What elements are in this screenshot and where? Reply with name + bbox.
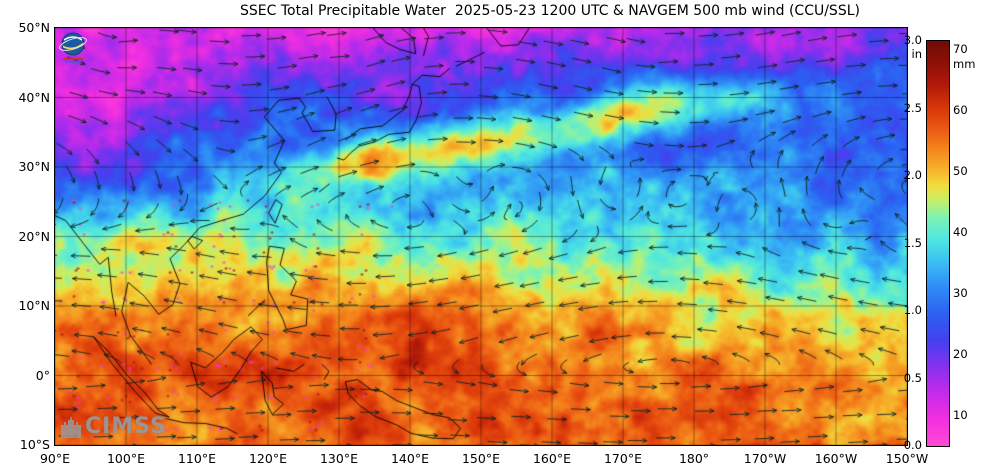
cimss-watermark-text: CIMSS: [85, 414, 167, 439]
colorbar-mm-tick-label: 40: [953, 225, 968, 239]
lon-tick-label: 170°W: [743, 451, 787, 466]
colorbar-mm-tick-label: 10: [953, 408, 968, 422]
colorbar-mm-tick-label: 70: [953, 42, 968, 56]
lon-tick-label: 150°W: [885, 451, 929, 466]
lat-tick-label: 50°N: [18, 20, 50, 35]
lat-tick-label: 10°S: [19, 437, 50, 452]
lon-tick-label: 160°E: [532, 451, 571, 466]
ssec-globe-logo: [58, 30, 88, 64]
map-frame: CIMSS: [54, 27, 908, 446]
lon-tick-label: 90°E: [39, 451, 71, 466]
cimss-castle-icon: [61, 416, 81, 438]
lat-tick-label: 40°N: [18, 89, 50, 105]
lon-tick-label: 120°E: [248, 451, 287, 466]
colorbar-mm-unit: mm: [953, 57, 976, 71]
cimss-watermark: CIMSS: [60, 413, 167, 439]
lon-tick-label: 150°E: [461, 451, 500, 466]
lat-tick-label: 10°N: [18, 298, 50, 313]
colorbar-gradient: [926, 40, 950, 447]
lat-tick-label: 30°N: [18, 159, 50, 174]
lat-tick-label: 20°N: [18, 228, 50, 244]
lon-tick-label: 130°E: [319, 451, 358, 466]
lon-tick-label: 180°: [678, 451, 710, 466]
colorbar-mm-tick-label: 20: [953, 347, 968, 361]
lon-tick-label: 140°E: [390, 451, 429, 466]
colorbar-mm-tick-label: 30: [953, 286, 968, 300]
product-title: SSEC Total Precipitable Water 2025-05-23…: [240, 3, 860, 19]
colorbar-inch-unit: in: [911, 47, 922, 61]
lon-tick-label: 110°E: [177, 451, 216, 466]
tpw-wind-map-canvas: [55, 28, 907, 445]
lon-tick-label: 100°E: [106, 451, 145, 466]
colorbar-mm-tick-label: 50: [953, 164, 968, 178]
lat-tick-label: 0°: [35, 367, 50, 383]
globe-icon: [59, 32, 87, 63]
colorbar-mm-tick-label: 60: [953, 103, 968, 117]
lon-tick-label: 170°E: [603, 451, 642, 466]
lon-tick-label: 160°W: [814, 451, 858, 466]
